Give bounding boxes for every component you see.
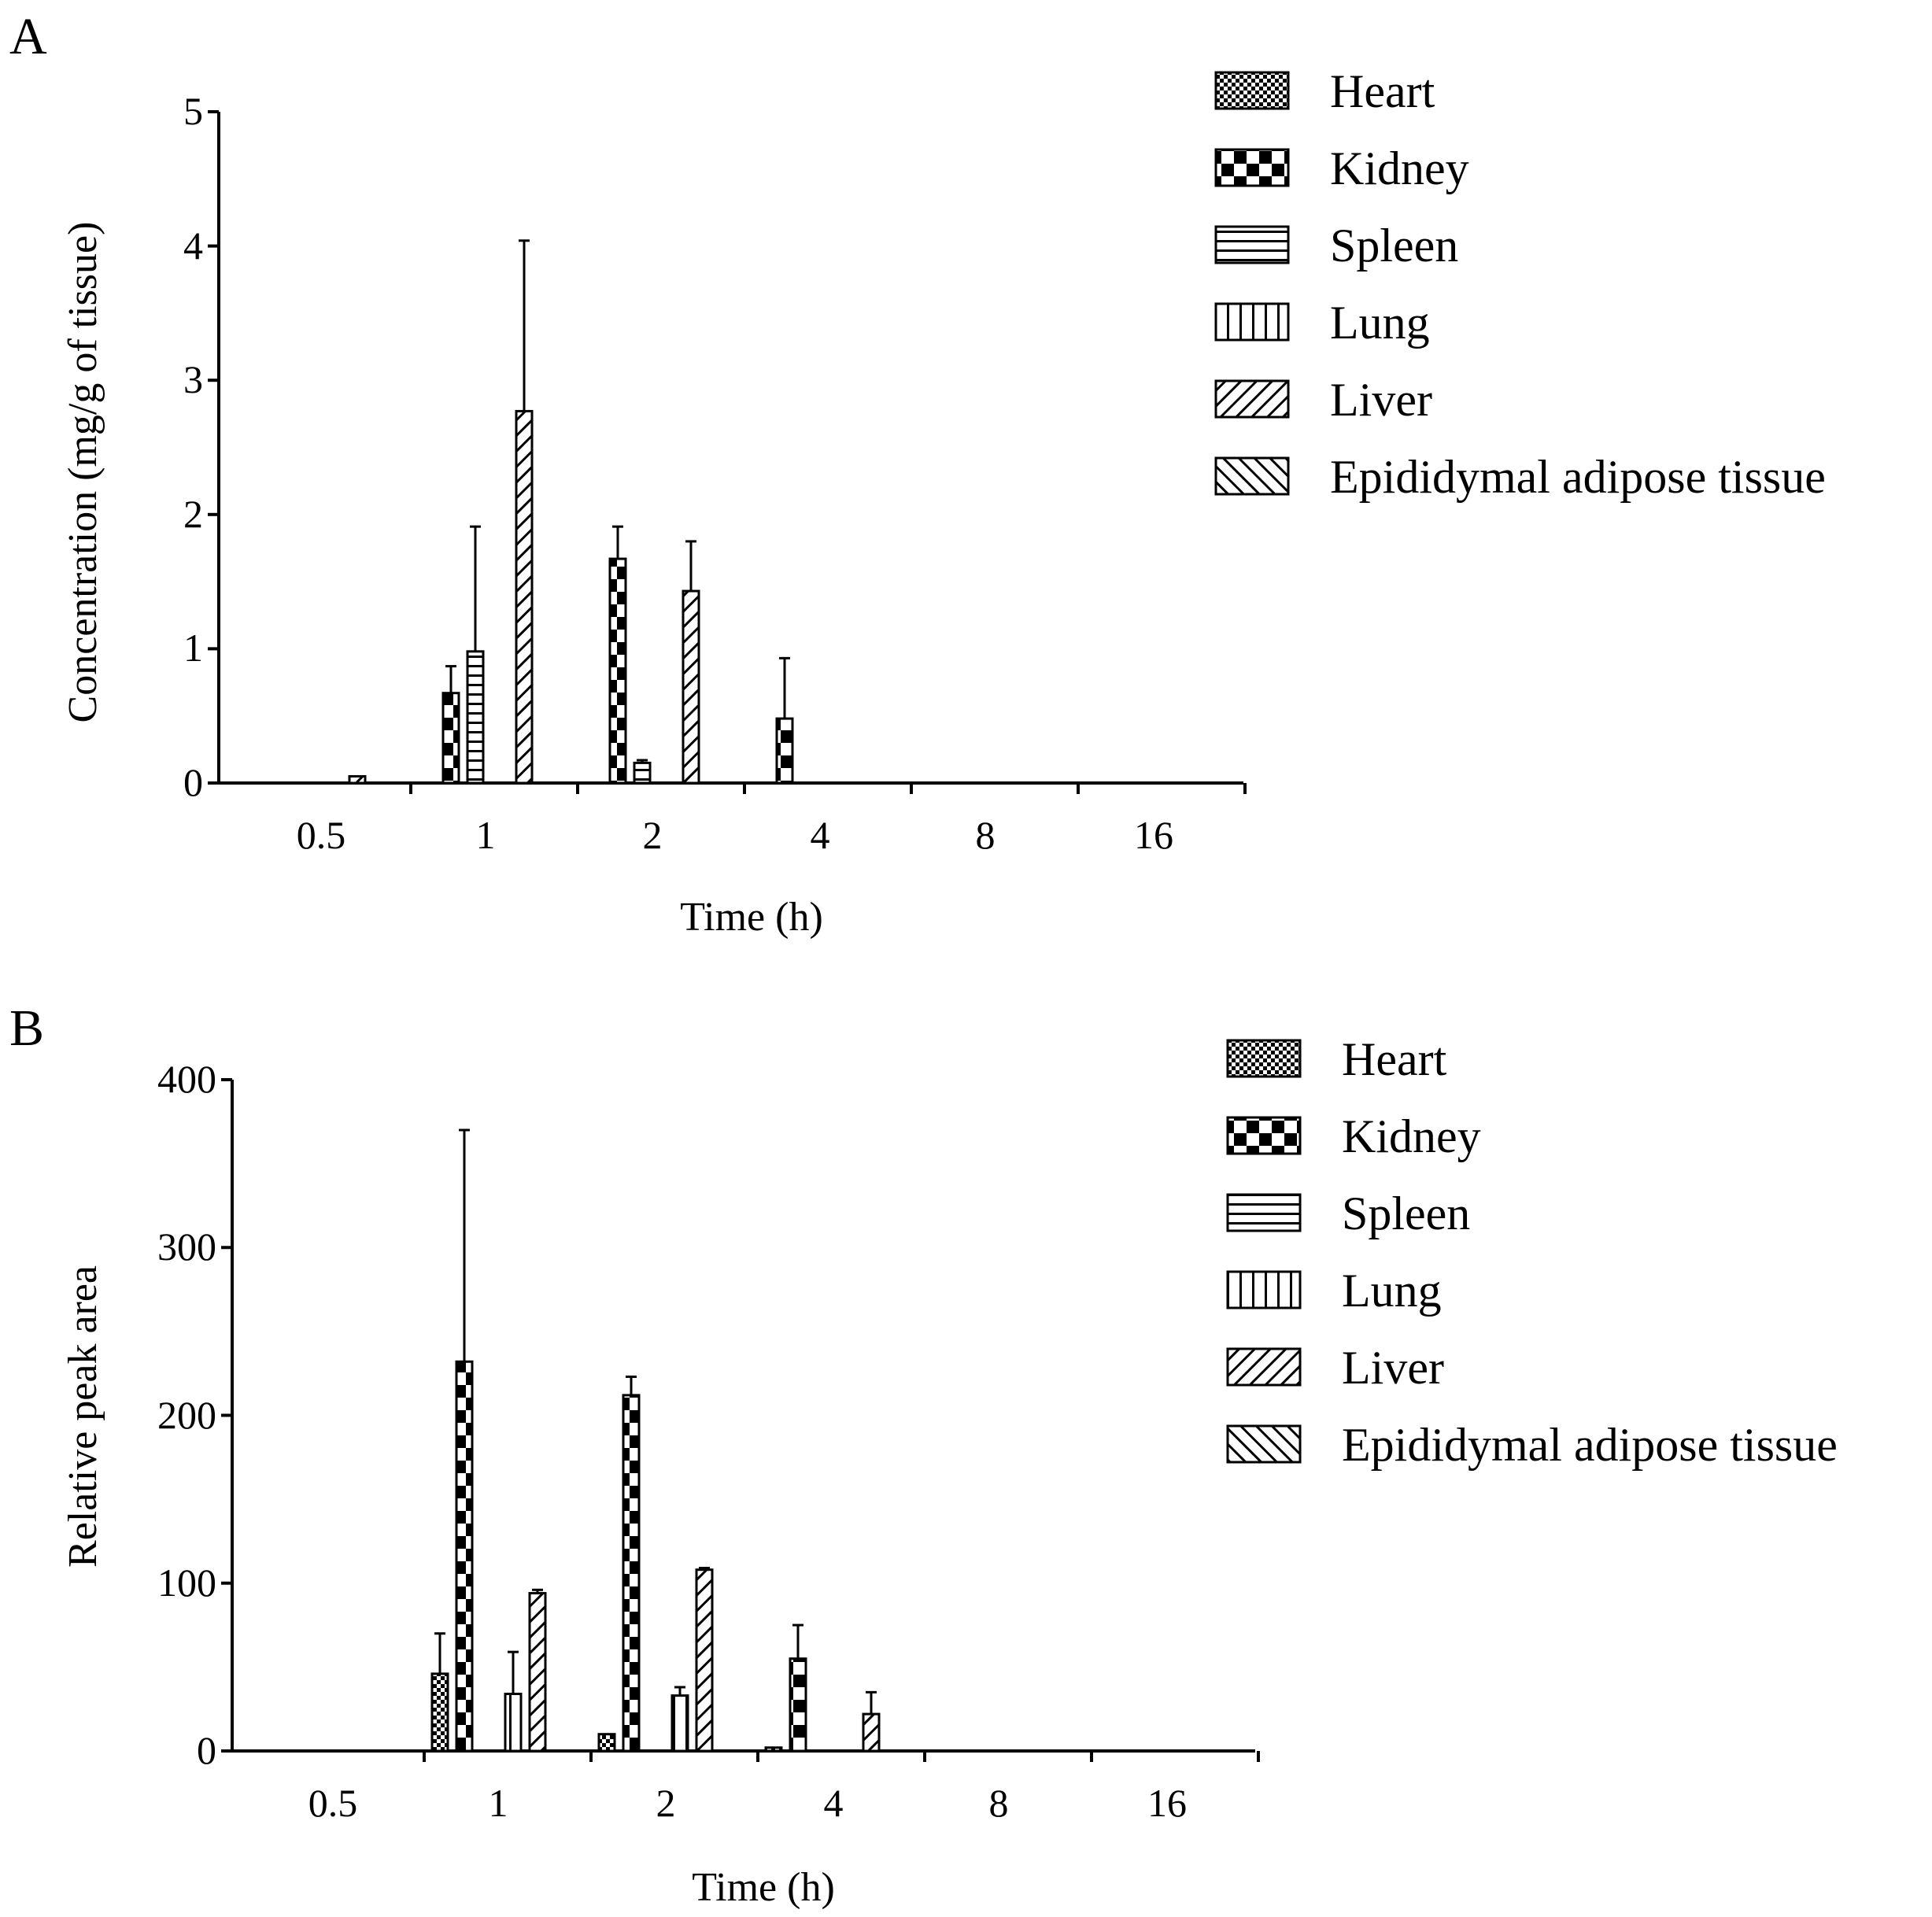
- bar-liver-4: [862, 1712, 881, 1753]
- panel-a: A 0 1 2 3 4 5 0.5 1 2 4 8 16 Time (h) Co…: [9, 8, 1826, 940]
- legend-swatch-heart: [1226, 1039, 1302, 1078]
- y-tick-labels: 0 1 2 3 4 5: [183, 89, 203, 804]
- bar-liver-1: [515, 409, 534, 785]
- bar-liver-0-5: [348, 774, 367, 785]
- bar-kidney-2: [622, 1394, 641, 1753]
- legend-swatch-spleen: [1226, 1193, 1302, 1232]
- legend-swatch-lung: [1214, 302, 1290, 342]
- legend-label-spleen: Spleen: [1330, 220, 1458, 271]
- legend-label-kidney: Kidney: [1330, 142, 1469, 194]
- bar-spleen-2: [633, 761, 652, 785]
- x-tick-labels: 0.5 1 2 4 8 16: [297, 813, 1173, 857]
- panel-label: A: [9, 8, 47, 65]
- legend-label-lung: Lung: [1330, 297, 1430, 349]
- x-tick-label: 4: [824, 1781, 844, 1825]
- legend-label-heart: Heart: [1342, 1033, 1447, 1085]
- x-axis-title: Time (h): [680, 895, 823, 940]
- x-tick-label: 1: [476, 813, 496, 857]
- bar-kidney-4: [789, 1657, 807, 1753]
- legend-swatch-epididymal: [1226, 1424, 1302, 1464]
- x-tick-label: 8: [989, 1781, 1009, 1825]
- y-tick-labels: 0 100 200 300 400: [157, 1057, 216, 1772]
- legend-label-lung: Lung: [1342, 1265, 1442, 1317]
- x-tick-label: 4: [811, 813, 830, 857]
- bar-liver-1: [528, 1592, 547, 1753]
- bar-lung-1: [504, 1692, 523, 1753]
- legend: Heart Kidney Spleen Lung Liver Epididyma…: [1226, 1033, 1838, 1471]
- legend-label-kidney: Kidney: [1342, 1110, 1481, 1162]
- legend-label-spleen: Spleen: [1342, 1188, 1470, 1239]
- x-tick-label: 8: [976, 813, 996, 857]
- bar-liver-2: [682, 589, 700, 785]
- bar-spleen-1: [466, 650, 485, 785]
- y-tick-label: 400: [157, 1057, 216, 1101]
- legend-swatch-lung: [1226, 1270, 1302, 1309]
- bar-kidney-4: [775, 717, 794, 785]
- x-tick-label: 0.5: [308, 1781, 358, 1825]
- bar-liver-2: [695, 1568, 714, 1753]
- y-tick-label: 4: [183, 223, 203, 268]
- bar-kidney-2: [608, 557, 627, 785]
- legend-swatch-liver: [1226, 1347, 1302, 1387]
- x-tick-label: 0.5: [297, 813, 346, 857]
- y-tick-label: 2: [183, 492, 203, 536]
- bar-heart-4: [764, 1746, 783, 1753]
- legend-swatch-epididymal: [1214, 456, 1290, 496]
- y-tick-label: 5: [183, 89, 203, 133]
- x-tick-label: 16: [1147, 1781, 1187, 1825]
- y-tick-label: 0: [197, 1728, 216, 1772]
- x-tick-label: 1: [489, 1781, 508, 1825]
- bar-heart-1: [430, 1672, 449, 1753]
- y-tick-label: 3: [183, 357, 203, 401]
- bar-kidney-1: [441, 692, 460, 785]
- bars: [348, 239, 794, 785]
- x-tick-label: 2: [656, 1781, 676, 1825]
- panel-label: B: [9, 999, 44, 1057]
- x-tick-labels: 0.5 1 2 4 8 16: [308, 1781, 1187, 1825]
- x-axis-title: Time (h): [692, 1865, 835, 1910]
- legend-label-liver: Liver: [1330, 374, 1432, 426]
- x-tick-label: 2: [643, 813, 663, 857]
- bar-heart-2: [597, 1733, 616, 1753]
- legend-swatch-kidney: [1226, 1116, 1302, 1155]
- legend-swatch-liver: [1214, 379, 1290, 419]
- y-tick-label: 100: [157, 1561, 216, 1605]
- legend: Heart Kidney Spleen Lung Liver Epididyma…: [1214, 65, 1826, 503]
- y-tick-label: 200: [157, 1393, 216, 1437]
- panel-b: B 0 100 200 300 400 0.5 1 2 4 8 16 Time …: [9, 999, 1838, 1910]
- legend-label-epididymal: Epididymal adipose tissue: [1342, 1419, 1838, 1471]
- y-tick-label: 0: [183, 760, 203, 804]
- bar-kidney-1: [455, 1360, 474, 1753]
- bars: [430, 1128, 881, 1753]
- legend-swatch-spleen: [1214, 225, 1290, 264]
- legend-swatch-heart: [1214, 71, 1290, 110]
- legend-label-epididymal: Epididymal adipose tissue: [1330, 451, 1826, 503]
- legend-label-liver: Liver: [1342, 1342, 1444, 1394]
- bar-lung-2: [670, 1694, 689, 1753]
- legend-swatch-kidney: [1214, 148, 1290, 187]
- y-tick-label: 1: [183, 626, 203, 670]
- y-axis-title: Concentration (mg/g of tissue): [61, 222, 105, 723]
- y-axis-title: Relative peak area: [61, 1265, 105, 1568]
- legend-label-heart: Heart: [1330, 65, 1435, 117]
- x-tick-label: 16: [1134, 813, 1173, 857]
- y-tick-label: 300: [157, 1224, 216, 1269]
